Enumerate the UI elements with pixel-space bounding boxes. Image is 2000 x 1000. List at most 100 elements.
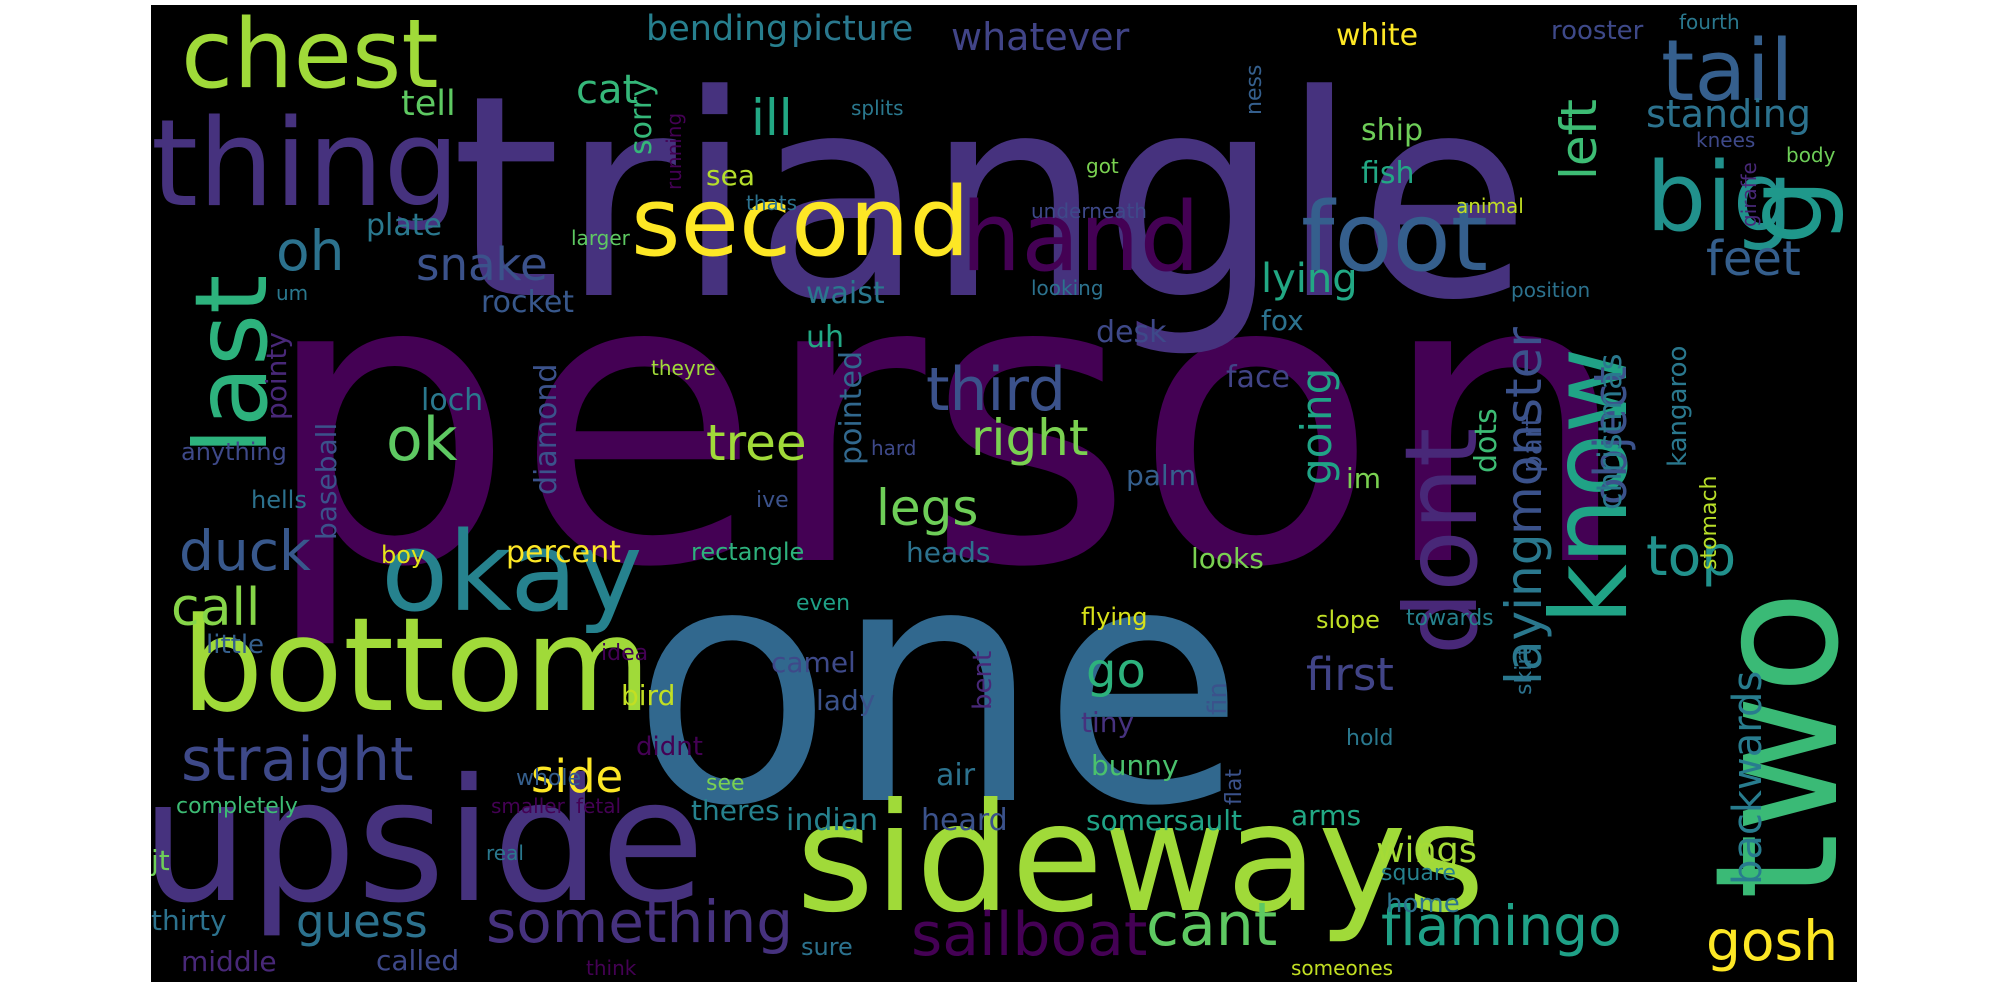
word-uh: uh [806, 320, 844, 355]
word-position: position [1511, 278, 1590, 302]
word-splits: splits [851, 96, 904, 120]
word-sorry: sorry [624, 79, 659, 155]
word-dont: dont [1383, 428, 1500, 655]
word-palm: palm [1126, 459, 1196, 492]
word-second: second [631, 168, 970, 278]
word-dots: dots [1469, 408, 1504, 473]
word-think: think [586, 956, 637, 980]
word-g: g [1724, 178, 1846, 245]
word-larger: larger [571, 226, 631, 250]
word-face: face [1226, 360, 1290, 395]
word-know: know [1529, 348, 1651, 625]
word-ness: ness [1242, 65, 1267, 115]
word-somersault: somersault [1086, 804, 1242, 837]
word-ill: ill [751, 89, 793, 147]
word-hand: hand [961, 183, 1200, 293]
word-christmas: christmas [1591, 353, 1629, 510]
word-lady: lady [816, 684, 875, 717]
word-pointy: pointy [260, 332, 293, 420]
word-see: see [706, 771, 745, 796]
word-cat: cat [576, 67, 638, 113]
word-percent: percent [506, 535, 621, 570]
word-anything: anything [181, 438, 287, 466]
word-guess: guess [296, 895, 428, 948]
word-heads: heads [906, 536, 991, 569]
word-im: im [1346, 462, 1381, 495]
word-tail: tail [1661, 22, 1794, 121]
word-chest: chest [181, 5, 439, 110]
word-left: left [1550, 99, 1608, 180]
word-boy: boy [381, 541, 425, 569]
word-thats: thats [746, 191, 797, 215]
word-fourth: fourth [1679, 10, 1740, 34]
word-baseball: baseball [310, 423, 343, 540]
word-real: real [486, 841, 524, 865]
word-arms: arms [1291, 799, 1361, 832]
word-flying: flying [1081, 603, 1147, 631]
word-looking: looking [1031, 276, 1104, 300]
word-called: called [376, 944, 459, 977]
word-fish: fish [1361, 156, 1415, 191]
word-duck: duck [179, 519, 311, 583]
word-thirty: thirty [151, 904, 227, 937]
word-bottom: bottom [181, 589, 651, 741]
word-looks: looks [1191, 542, 1264, 575]
word-camel: camel [771, 646, 856, 679]
word-going: going [1292, 368, 1341, 485]
word-white: white [1336, 18, 1418, 53]
word-feet: feet [1706, 231, 1801, 287]
word-bunny: bunny [1091, 749, 1179, 782]
word-hells: hells [251, 486, 307, 514]
word-whole: whole [516, 766, 581, 791]
word-diamond: diamond [529, 364, 564, 495]
word-laying: laying [1495, 534, 1553, 685]
word-body: body [1786, 143, 1836, 167]
word-kangaroo: kangaroo [1663, 346, 1693, 467]
word-cloud: person triangle one sideways upside two bottom… [151, 5, 1857, 982]
word-ship: ship [1361, 113, 1423, 148]
word-big: big [1646, 143, 1793, 253]
word-one: one [631, 494, 1245, 878]
word-someones: someones [1291, 956, 1393, 980]
word-even: even [796, 591, 850, 616]
word-square: square [1381, 861, 1456, 886]
word-cant: cant [1146, 890, 1277, 960]
word-ive: ive [756, 488, 789, 513]
word-rectangle: rectangle [691, 538, 804, 566]
word-rooster: rooster [1551, 16, 1644, 46]
word-hard: hard [871, 436, 917, 460]
word-towards: towards [1406, 606, 1494, 631]
word-pointed: pointed [834, 351, 869, 465]
word-theres: theres [691, 794, 780, 827]
word-first: first [1306, 648, 1394, 701]
word-upside: upside [151, 743, 705, 941]
word-jt: jt [151, 844, 170, 877]
word-flamingo: flamingo [1381, 894, 1622, 958]
word-skirt: skirt [1512, 647, 1537, 695]
word-legs: legs [876, 479, 978, 537]
word-middle: middle [181, 945, 277, 978]
word-slope: slope [1316, 606, 1380, 634]
word-home: home [1386, 889, 1460, 919]
word-picture: picture [791, 9, 913, 49]
word-snake: snake [416, 238, 548, 291]
word-completely: completely [176, 794, 298, 819]
word-fin: fin [1203, 682, 1233, 715]
word-something: something [486, 888, 793, 956]
word-third: third [926, 355, 1066, 425]
word-sea: sea [706, 159, 755, 192]
word-call: call [171, 578, 260, 638]
word-backwards: backwards [1725, 671, 1771, 885]
word-gosh: gosh [1706, 909, 1838, 973]
word-bent: bent [968, 651, 998, 710]
word-didnt: didnt [636, 732, 703, 762]
word-okay: okay [381, 508, 643, 636]
word-person: person [261, 190, 1632, 655]
word-foot: foot [1301, 183, 1488, 293]
word-bird: bird [621, 679, 675, 712]
word-tiny: tiny [1081, 706, 1134, 739]
word-ok: ok [386, 405, 458, 475]
word-heard: heard [921, 803, 1008, 838]
word-loch: loch [421, 383, 483, 418]
